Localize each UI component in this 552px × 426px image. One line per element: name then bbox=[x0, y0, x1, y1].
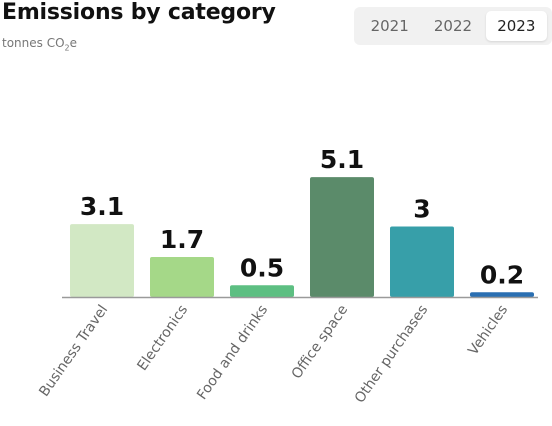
bar-value-label: 3 bbox=[413, 195, 430, 224]
unit-suffix: e bbox=[69, 36, 78, 50]
bar-value-label: 3.1 bbox=[80, 192, 124, 221]
unit-subscript: 2 bbox=[64, 43, 70, 53]
chart-title: Emissions by category bbox=[2, 0, 276, 25]
bar-value-label: 0.5 bbox=[240, 253, 284, 282]
x-tick-label: Other purchases bbox=[352, 302, 432, 406]
bar-value-label: 5.1 bbox=[320, 145, 364, 174]
bar bbox=[230, 285, 294, 297]
year-button-2021[interactable]: 2021 bbox=[370, 17, 409, 35]
bar-value-label: 1.7 bbox=[160, 225, 204, 254]
unit-subtitle: tonnes CO2e bbox=[2, 36, 77, 52]
x-tick-label: Electronics bbox=[134, 302, 191, 374]
x-tick-label: Vehicles bbox=[465, 302, 511, 358]
bar bbox=[390, 226, 454, 297]
x-tick-label: Business Travel bbox=[36, 302, 111, 399]
bar bbox=[70, 224, 134, 297]
x-tick-label: Food and drinks bbox=[194, 302, 271, 403]
unit-text: tonnes CO bbox=[2, 36, 65, 50]
x-tick-label: Office space bbox=[289, 302, 352, 382]
bar bbox=[150, 257, 214, 297]
bar bbox=[470, 292, 534, 297]
year-button-2023[interactable]: 2023 bbox=[485, 11, 547, 41]
bar-value-label: 0.2 bbox=[480, 260, 524, 289]
year-selector: 2021 2022 2023 bbox=[354, 7, 552, 45]
bar bbox=[310, 177, 374, 297]
year-button-2022[interactable]: 2022 bbox=[433, 17, 473, 35]
